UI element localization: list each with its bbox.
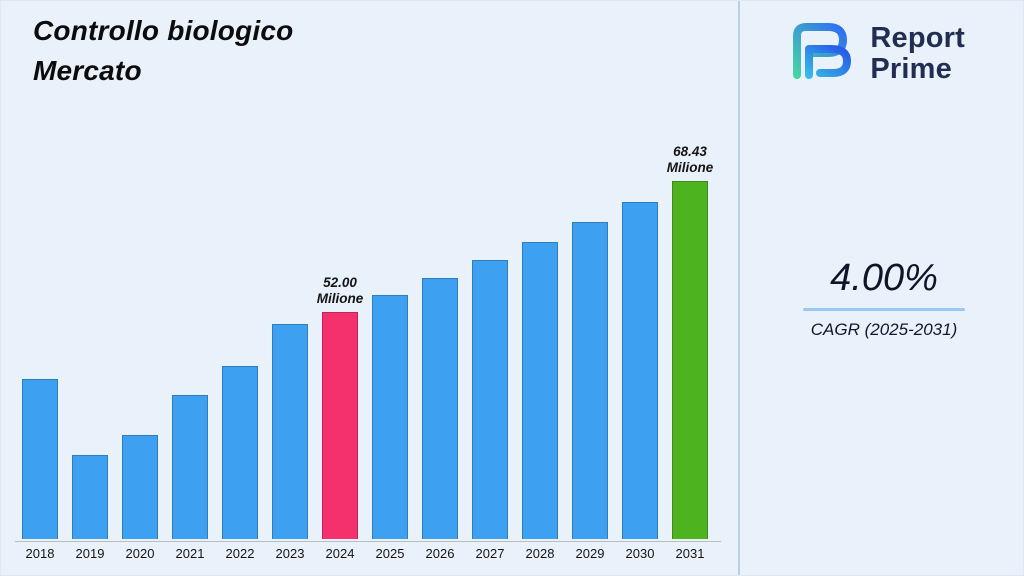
cagr-value: 4.00% (830, 257, 938, 299)
x-tick-2023: 2023 (275, 546, 305, 561)
bar-2018 (22, 379, 58, 539)
report-prime-logo-text: Report Prime (870, 21, 965, 85)
bar-2024 (322, 312, 358, 539)
bar-column-2029: 2029 (565, 217, 615, 565)
cagr-panel: 4.00% CAGR (2025-2031) (801, 257, 967, 340)
bar-column-2023: 2023 (265, 319, 315, 565)
x-tick-2024: 2024 (325, 546, 355, 561)
x-axis-line (15, 541, 721, 542)
x-tick-2031: 2031 (675, 546, 705, 561)
page-title-line1: Controllo biologico (33, 15, 294, 46)
bar-value-label-2024: 52.00 Milione (316, 275, 364, 306)
vertical-divider (738, 1, 740, 575)
page-title-line2: Mercato (33, 55, 142, 86)
bar-column-2031: 68.43 Milione 2031 (665, 144, 715, 565)
x-tick-2018: 2018 (25, 546, 55, 561)
report-prime-logo-icon (784, 19, 858, 88)
x-tick-2019: 2019 (75, 546, 105, 561)
x-tick-2030: 2030 (625, 546, 655, 561)
x-tick-2020: 2020 (125, 546, 155, 561)
bar-2021 (172, 395, 208, 539)
bar-column-2030: 2030 (615, 197, 665, 565)
bar-column-2022: 2022 (215, 361, 265, 565)
bar-column-2025: 2025 (365, 290, 415, 565)
x-tick-2027: 2027 (475, 546, 505, 561)
report-prime-logo: Report Prime (784, 19, 965, 88)
cagr-label: CAGR (2025-2031) (810, 320, 958, 339)
bar-chart: 2018 2019 2020 2021 2022 2023 52.00 Milione 2024… (15, 144, 715, 565)
bar-column-2024: 52.00 Milione 2024 (315, 275, 365, 565)
bar-column-2021: 2021 (165, 390, 215, 565)
bar-2030 (622, 202, 658, 539)
bar-2022 (222, 366, 258, 539)
bar-2031 (672, 181, 708, 539)
x-tick-2021: 2021 (175, 546, 205, 561)
x-tick-2026: 2026 (425, 546, 455, 561)
bar-2023 (272, 324, 308, 539)
page-title: Controllo biologico Mercato (33, 11, 293, 91)
x-tick-2029: 2029 (575, 546, 605, 561)
x-tick-2028: 2028 (525, 546, 555, 561)
logo-text-prime: Prime (870, 52, 952, 85)
bar-2020 (122, 435, 158, 539)
bar-column-2028: 2028 (515, 237, 565, 565)
bar-column-2027: 2027 (465, 255, 515, 565)
bar-2028 (522, 242, 558, 539)
bar-2026 (422, 278, 458, 539)
bar-column-2026: 2026 (415, 273, 465, 565)
logo-text-report: Report (870, 21, 965, 54)
x-tick-2025: 2025 (375, 546, 405, 561)
bar-column-2019: 2019 (65, 450, 115, 565)
bar-value-label-2031: 68.43 Milione (666, 144, 714, 175)
bar-column-2018: 2018 (15, 374, 65, 565)
bar-2027 (472, 260, 508, 539)
bar-2025 (372, 295, 408, 539)
x-tick-2022: 2022 (225, 546, 255, 561)
cagr-underline (803, 308, 965, 311)
bar-2029 (572, 222, 608, 539)
bar-2019 (72, 455, 108, 539)
bar-column-2020: 2020 (115, 430, 165, 565)
